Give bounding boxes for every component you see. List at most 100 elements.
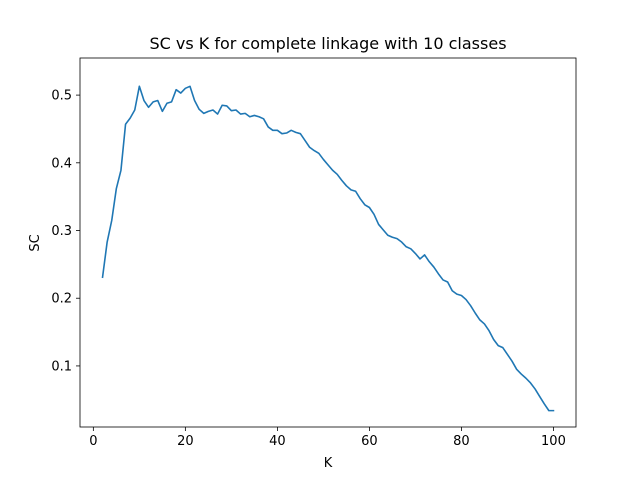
series-line-0 [101, 85, 555, 412]
data-point [157, 100, 159, 102]
data-point [433, 266, 435, 268]
data-point [543, 403, 545, 405]
data-point [346, 185, 348, 187]
data-point [143, 100, 145, 102]
x-tick-label: 100 [541, 434, 566, 449]
data-point [134, 109, 136, 111]
data-point [166, 102, 168, 104]
data-point [525, 377, 527, 379]
data-point [102, 276, 104, 278]
data-point [148, 106, 150, 108]
data-point [332, 169, 334, 171]
data-point [369, 207, 371, 209]
data-point [189, 86, 191, 88]
data-point [258, 116, 260, 118]
data-point [359, 198, 361, 200]
data-point [373, 213, 375, 215]
data-point [378, 224, 380, 226]
data-point [470, 305, 472, 307]
data-point [539, 396, 541, 398]
data-point [171, 101, 173, 103]
y-tick-label: 0.3 [51, 224, 72, 239]
data-point [106, 241, 108, 243]
data-point [516, 369, 518, 371]
plot-layer [101, 85, 555, 412]
data-point [231, 110, 233, 112]
data-point [263, 118, 265, 120]
x-tick-label: 40 [269, 434, 286, 449]
data-point [290, 130, 292, 132]
data-point [507, 354, 509, 356]
data-point [129, 117, 131, 119]
data-point [226, 105, 228, 107]
data-point [341, 180, 343, 182]
data-point [249, 116, 251, 118]
data-point [139, 86, 141, 88]
data-point [221, 104, 223, 106]
data-point [392, 236, 394, 238]
data-point [410, 248, 412, 250]
data-point [438, 273, 440, 275]
y-axis-label: SC [28, 234, 43, 251]
data-point [212, 109, 214, 111]
data-point [401, 241, 403, 243]
data-point [244, 113, 246, 115]
data-point [474, 312, 476, 314]
x-tick-label: 60 [361, 434, 378, 449]
data-point [267, 126, 269, 128]
data-point [323, 159, 325, 161]
data-point [419, 258, 421, 260]
data-point [327, 164, 329, 166]
data-point [493, 339, 495, 341]
data-point [185, 88, 187, 90]
data-point [502, 347, 504, 349]
data-point [309, 146, 311, 148]
data-point [300, 133, 302, 135]
data-point [125, 123, 127, 125]
x-tick-label: 0 [89, 434, 97, 449]
data-point [479, 319, 481, 321]
data-point [511, 360, 513, 362]
data-point [415, 253, 417, 255]
data-point [488, 330, 490, 332]
data-point [277, 130, 279, 132]
data-point [286, 132, 288, 134]
data-point [240, 113, 242, 115]
data-point [254, 115, 256, 117]
x-tick-label: 80 [453, 434, 470, 449]
data-point [428, 261, 430, 263]
data-point [484, 323, 486, 325]
axis-layer: 0 20 40 60 80 100 0.1 0.2 0.3 0.4 0.5 [51, 57, 577, 449]
y-tick-label: 0.4 [51, 156, 72, 171]
data-point [217, 113, 219, 115]
chart-title: SC vs K for complete linkage with 10 cla… [149, 34, 506, 53]
data-point [304, 140, 306, 142]
data-point [120, 169, 122, 171]
axes-frame [79, 57, 577, 428]
data-point [465, 299, 467, 301]
data-point [175, 89, 177, 91]
data-point [295, 132, 297, 134]
y-tick-label: 0.2 [51, 292, 72, 307]
data-point [355, 190, 357, 192]
data-point [530, 382, 532, 384]
data-point [203, 113, 205, 115]
data-point [405, 246, 407, 248]
data-point [461, 295, 463, 297]
data-point [553, 410, 555, 412]
data-point [396, 238, 398, 240]
data-point [194, 100, 196, 102]
data-point [447, 281, 449, 283]
data-point [534, 388, 536, 390]
data-point [116, 188, 118, 190]
data-point [364, 204, 366, 206]
data-point [152, 101, 154, 103]
data-point [313, 150, 315, 152]
data-point [198, 109, 200, 111]
data-point [442, 279, 444, 281]
data-point [350, 189, 352, 191]
data-point [520, 373, 522, 375]
data-point [424, 254, 426, 256]
